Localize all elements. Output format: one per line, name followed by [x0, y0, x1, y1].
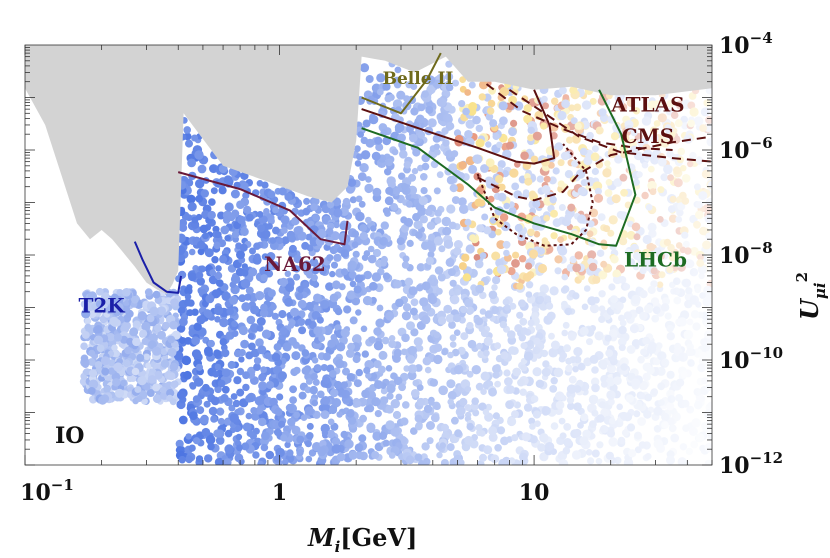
- x-axis-label-sub: i: [335, 538, 341, 556]
- corner-label: IO: [55, 423, 84, 449]
- curve-label-t2k: T2K: [79, 294, 126, 318]
- x-tick-label: 10−1: [20, 476, 74, 506]
- axis-ticks: [24, 45, 713, 466]
- tick-exp: −8: [750, 239, 773, 257]
- curve-atlas-cms-5: [508, 88, 712, 163]
- x-axis-label-unit: [GeV]: [340, 523, 417, 552]
- x-axis-label: Mi[GeV]: [307, 523, 417, 556]
- tick-base: 10: [20, 480, 51, 506]
- tick-exp: −4: [750, 29, 773, 47]
- y-tick-label: 10−4: [719, 29, 773, 59]
- curve-belle-ii-2: [361, 52, 442, 115]
- y-tick-label: 10−12: [719, 449, 783, 479]
- tick-base: 10: [719, 453, 750, 479]
- y-axis-label-sup: 2: [793, 272, 811, 282]
- tick-exp: −6: [750, 134, 773, 152]
- curve-na62-1: [177, 171, 349, 246]
- tick-base: 10: [719, 243, 750, 269]
- x-tick-label: 10: [519, 480, 550, 506]
- curve-atlas-cms-7: [476, 143, 594, 247]
- curve-label-atlas: ATLAS: [610, 93, 684, 117]
- tick-exp: −12: [750, 449, 783, 467]
- curve-labels: T2K NA62 Belle II ATLAS CMS LHCb: [79, 69, 687, 318]
- curve-label-belle-ii: Belle II: [383, 69, 454, 89]
- y-axis-label-main: U: [795, 297, 824, 320]
- y-tick-label: 10−10: [719, 344, 783, 374]
- curve-atlas-cms-6: [485, 83, 673, 151]
- curve-atlas-cms-4: [477, 135, 712, 202]
- y-tick-label: 10−6: [719, 134, 773, 164]
- curve-lhcb-8: [361, 89, 637, 247]
- y-tick-label: 10−8: [719, 239, 773, 269]
- tick-exp: −10: [750, 344, 783, 362]
- x-tick-label: 1: [272, 480, 287, 506]
- excluded-region: [25, 45, 712, 295]
- x-axis-label-main: M: [307, 523, 336, 552]
- tick-base: 10: [719, 348, 750, 374]
- y-axis-label: Uμi2: [793, 272, 829, 320]
- y-axis-label-sub: μi: [811, 282, 829, 299]
- sensitivity-curves: [133, 52, 712, 294]
- excluded-region-shape: [25, 45, 712, 295]
- tick-exp: −1: [51, 476, 74, 494]
- curve-label-na62: NA62: [264, 252, 326, 276]
- curve-atlas-cms-3: [361, 89, 556, 165]
- curve-label-lhcb: LHCb: [624, 248, 687, 272]
- tick-base: 10: [719, 138, 750, 164]
- curve-t2k-0: [133, 241, 182, 294]
- curve-label-cms: CMS: [622, 124, 675, 148]
- tick-base: 10: [719, 33, 750, 59]
